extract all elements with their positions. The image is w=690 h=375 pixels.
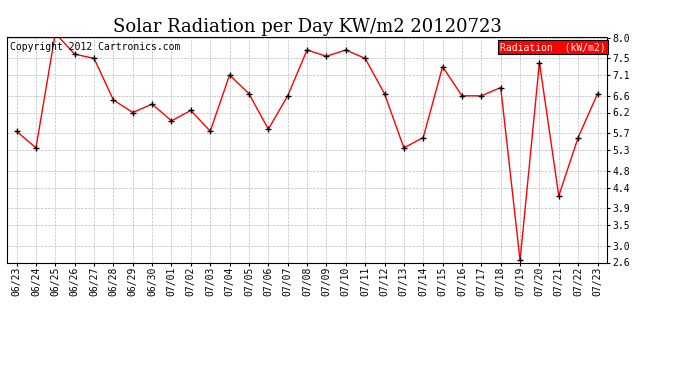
Text: Copyright 2012 Cartronics.com: Copyright 2012 Cartronics.com [10, 42, 180, 52]
Text: Radiation  (kW/m2): Radiation (kW/m2) [500, 42, 606, 52]
Title: Solar Radiation per Day KW/m2 20120723: Solar Radiation per Day KW/m2 20120723 [112, 18, 502, 36]
